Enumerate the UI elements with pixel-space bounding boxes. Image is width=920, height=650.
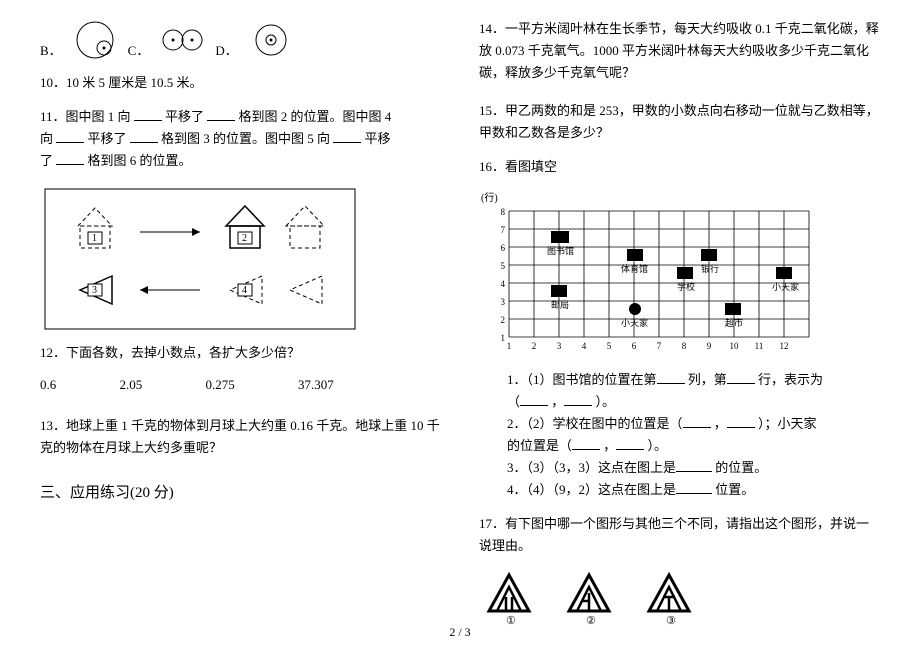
q16-blank-4[interactable] [564,391,592,405]
q16-blank-9[interactable] [676,458,712,472]
svg-text:2: 2 [532,341,537,351]
q11-label-4: 4 [242,285,247,296]
svg-text:1: 1 [501,333,506,343]
q16-sub2: 2．（2）学校在图中的位置是（ ， ）；小天家 的位置是（ ， ）。 [507,413,880,457]
label-chaoshi: 超市 [725,317,743,328]
question-16-title: 16．看图填空 [479,156,880,178]
q11-blank-5[interactable] [333,129,361,143]
q16-figure: (行) [479,191,880,361]
svg-text:8: 8 [501,207,506,217]
right-column: 14．一平方米阔叶林在生长季节，每天大约吸收 0.1 千克二氧化碳，释放 0.0… [479,18,880,638]
svg-text:5: 5 [607,341,612,351]
q16-blank-7[interactable] [572,436,600,450]
q12-n2: 2.05 [120,374,143,396]
q11-text-7: 平移 [365,131,391,146]
q17-svg: ① ② ③ [479,569,739,629]
q12-n3: 0.275 [206,374,235,396]
q11-text-8: 了 [40,153,53,168]
q11-label-2: 2 [242,233,247,244]
q11-text-3: 格到图 2 的位置。图中图 4 [239,109,392,124]
option-d-label: D． [215,40,237,62]
svg-text:12: 12 [780,341,789,351]
label-tushuguan: 图书馆 [547,245,574,256]
svg-text:6: 6 [632,341,637,351]
axis-label: (行) [481,191,498,204]
question-17-title: 17．有下图中哪一个图形与其他三个不同，请指出这个图形，并说一说理由。 [479,513,880,557]
label-yinhang: 银行 [701,263,719,274]
q11-text-4: 向 [40,131,53,146]
label-xuexiao: 学校 [677,281,695,292]
svg-text:7: 7 [657,341,662,351]
q16-sub1: 1．（1）图书馆的位置在第 列，第 行，表示为 （ ， ）。 [507,369,880,413]
q11-svg: 1 2 3 [40,184,360,334]
q16-blank-6[interactable] [727,413,755,427]
q11-text-6: 格到图 3 的位置。图中图 5 向 [161,131,330,146]
question-11: 11．图中图 1 向 平移了 格到图 2 的位置。图中图 4 向 平移了 格到图… [40,106,441,172]
q11-text-9: 格到图 6 的位置。 [88,153,192,168]
question-15: 15．甲乙两数的和是 253，甲数的小数点向右移动一位就与乙数相等，甲数和乙数各… [479,100,880,144]
q16-sub4: 4．（4）（9，2）这点在图上是 位置。 [507,479,880,501]
q16-blank-8[interactable] [616,436,644,450]
q17-l2: ② [586,615,596,627]
q11-blank-3[interactable] [56,129,84,143]
option-d-figure [248,18,294,62]
question-14: 14．一平方米阔叶林在生长季节，每天大约吸收 0.1 千克二氧化碳，释放 0.0… [479,18,880,84]
question-13: 13．地球上重 1 千克的物体到月球上大约重 0.16 千克。地球上重 10 千… [40,415,441,459]
option-b-figure [72,18,118,62]
q11-label-1: 1 [92,233,97,244]
question-12: 12．下面各数，去掉小数点，各扩大多少倍？ 0.6 2.05 0.275 37.… [40,342,441,396]
svg-text:3: 3 [557,341,562,351]
svg-text:3: 3 [501,297,506,307]
q12-title: 12．下面各数，去掉小数点，各扩大多少倍？ [40,342,441,364]
svg-text:10: 10 [730,341,740,351]
option-b-label: B． [40,40,62,62]
q16-blank-10[interactable] [676,480,712,494]
option-c-figure [159,18,205,62]
left-column: B． C． D． 10．10 米 5 厘米是 10.5 米。 11．图中图 1 … [40,18,441,638]
q16-subquestions: 1．（1）图书馆的位置在第 列，第 行，表示为 （ ， ）。 2．（2）学校在图… [479,369,880,502]
question-10: 10．10 米 5 厘米是 10.5 米。 [40,72,441,94]
q11-blank-1[interactable] [134,107,162,121]
label-tiyu: 体育馆 [621,263,648,274]
svg-text:4: 4 [501,279,506,289]
q11-text-2: 平移了 [165,109,204,124]
label-youju: 邮局 [551,299,569,310]
q11-label-3: 3 [92,285,97,296]
q16-blank-1[interactable] [657,369,685,383]
svg-text:5: 5 [501,261,506,271]
q17-figure: ① ② ③ [479,569,880,629]
svg-text:6: 6 [501,243,506,253]
svg-text:4: 4 [582,341,587,351]
q11-text-1: 11．图中图 1 向 [40,109,131,124]
svg-text:11: 11 [755,341,764,351]
svg-text:9: 9 [707,341,712,351]
q12-n4: 37.307 [298,374,334,396]
svg-text:2: 2 [501,315,506,325]
option-c-label: C． [128,40,150,62]
q16-blank-2[interactable] [727,369,755,383]
q16-blank-3[interactable] [520,391,548,405]
section-3-title: 三、应用练习(20 分) [40,481,441,507]
svg-text:8: 8 [682,341,687,351]
q17-l1: ① [506,615,516,627]
svg-text:7: 7 [501,225,506,235]
q16-sub3: 3．（3）（3，3）这点在图上是 的位置。 [507,457,880,479]
q17-l3: ③ [666,615,676,627]
option-row: B． C． D． [40,18,441,62]
q11-figure: 1 2 3 [40,184,441,334]
svg-text:1: 1 [507,341,512,351]
label-xiaotianjia: 小天家 [621,317,648,328]
q11-text-5: 平移了 [88,131,127,146]
q11-blank-2[interactable] [207,107,235,121]
page-number: 2 / 3 [449,622,470,642]
label-xiaotian: 小天家 [772,281,799,292]
q16-svg: (行) [479,191,819,361]
q11-blank-4[interactable] [130,129,158,143]
q11-blank-6[interactable] [56,151,84,165]
q16-blank-5[interactable] [683,413,711,427]
q12-n1: 0.6 [40,374,56,396]
